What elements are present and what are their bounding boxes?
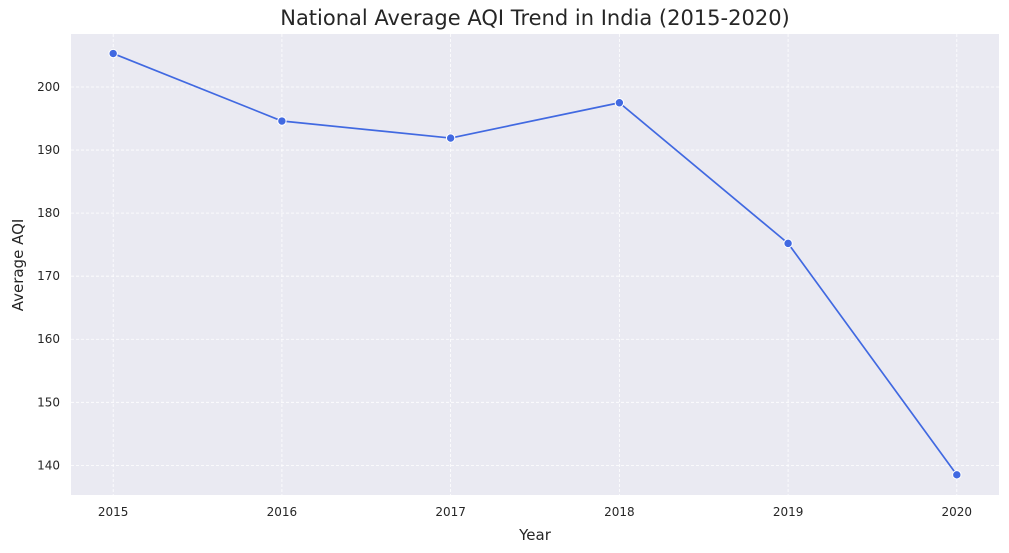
x-tick-label: 2015: [98, 505, 129, 519]
x-tick-label: 2018: [604, 505, 635, 519]
grid-lines: [71, 34, 999, 495]
chart-title: National Average AQI Trend in India (201…: [280, 6, 790, 30]
y-axis-ticks: 140 150 160 170 180 190 200: [37, 80, 60, 472]
x-tick-label: 2019: [773, 505, 804, 519]
data-point: [952, 470, 962, 480]
y-axis-label: Average AQI: [9, 219, 27, 312]
y-tick-label: 140: [37, 458, 60, 472]
x-axis-label: Year: [518, 526, 552, 544]
x-tick-label: 2016: [267, 505, 298, 519]
data-point: [277, 116, 287, 126]
x-tick-label: 2020: [942, 505, 973, 519]
x-tick-label: 2017: [435, 505, 466, 519]
plot-area: [71, 34, 999, 495]
y-tick-label: 190: [37, 143, 60, 157]
y-tick-label: 180: [37, 206, 60, 220]
data-point: [614, 98, 625, 108]
data-points: [108, 48, 962, 480]
data-point: [783, 238, 793, 249]
data-point: [445, 133, 456, 143]
series-line-group: [112, 52, 958, 476]
y-tick-label: 160: [37, 332, 60, 346]
y-tick-label: 150: [37, 395, 60, 409]
y-tick-label: 200: [37, 80, 60, 94]
x-axis-ticks: 2015 2016 2017 2018 2019 2020: [98, 505, 972, 519]
series-line: [112, 52, 958, 476]
data-point: [108, 48, 118, 59]
y-tick-label: 170: [37, 269, 60, 283]
